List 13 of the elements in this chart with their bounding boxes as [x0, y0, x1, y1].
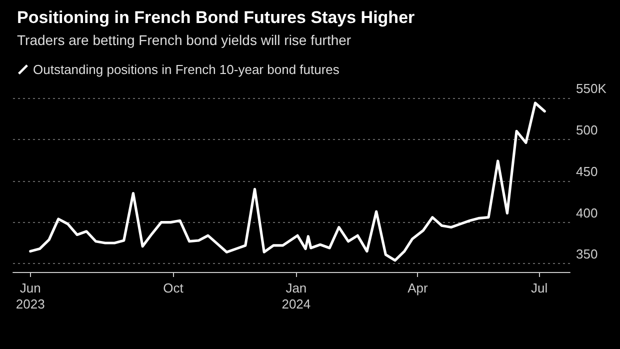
y-tick-label: 550K: [576, 81, 607, 96]
x-tick-label: Jul: [530, 280, 548, 296]
y-tick-label: 450: [576, 164, 598, 179]
y-tick-label: 350: [576, 246, 598, 262]
y-tick-label: 400: [576, 205, 598, 220]
y-tick-label: 500: [576, 122, 598, 138]
chart-subtitle: Traders are betting French bond yields will rise further: [17, 32, 352, 48]
x-tick-label: Oct: [163, 280, 184, 296]
legend-label: Outstanding positions in French 10-year bond futures: [33, 62, 340, 77]
x-tick-label: Jun 2023: [16, 280, 45, 312]
chart-title: Positioning in French Bond Futures Stays Higher: [17, 8, 416, 27]
x-tick-label: Jan 2024: [282, 280, 311, 312]
x-tick-label: Apr: [408, 280, 429, 296]
